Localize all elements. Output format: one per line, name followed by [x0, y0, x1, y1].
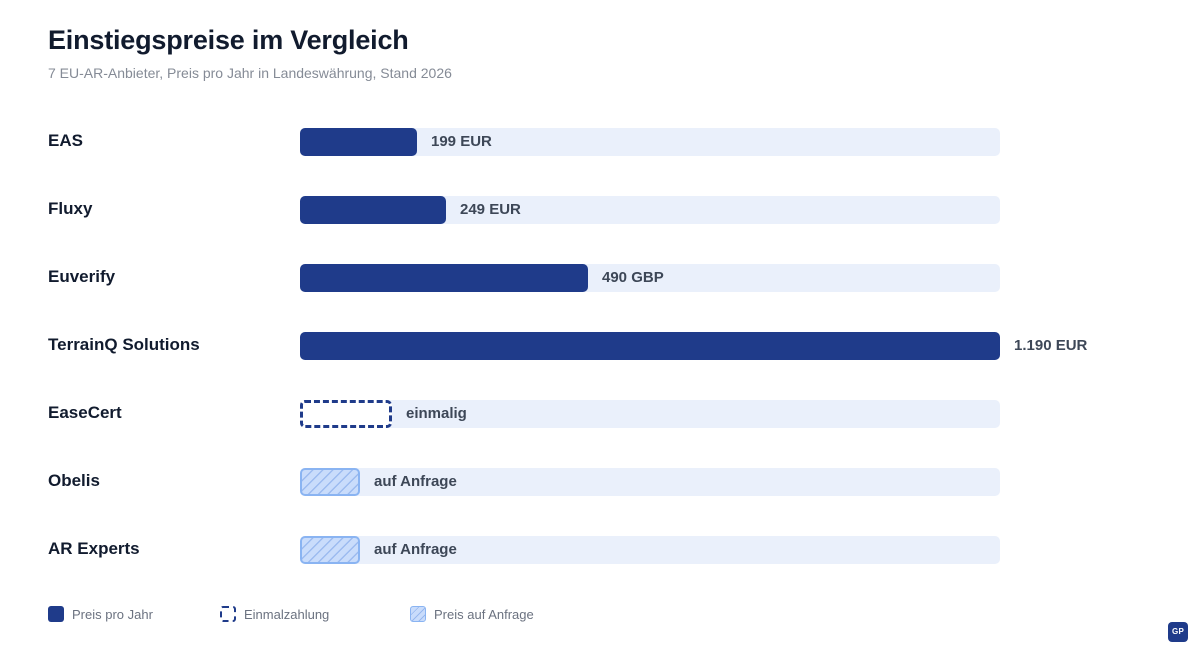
- bar-track: [300, 468, 1000, 496]
- value-label: 490 GBP: [602, 269, 664, 286]
- gp-badge: GP: [1168, 622, 1188, 642]
- bar-row: EaseCert einmalig: [0, 400, 1200, 428]
- bar-row: AR Experts auf Anfrage: [0, 536, 1200, 564]
- chart-title: Einstiegspreise im Vergleich: [48, 25, 409, 55]
- category-label: Obelis: [48, 471, 100, 490]
- category-label: EAS: [48, 131, 83, 150]
- legend-label: Preis auf Anfrage: [434, 607, 534, 622]
- bar-row: TerrainQ Solutions 1.190 EUR: [0, 332, 1200, 360]
- category-label: TerrainQ Solutions: [48, 335, 200, 354]
- price-on-request-bar: [300, 468, 360, 496]
- legend-swatch: [220, 606, 236, 622]
- annual-price-bar: [300, 264, 588, 292]
- bar-track: [300, 536, 1000, 564]
- value-label: 1.190 EUR: [1014, 337, 1088, 354]
- one-time-payment-bar: [300, 400, 392, 428]
- annual-price-bar: [300, 332, 1000, 360]
- legend-label: Preis pro Jahr: [72, 607, 153, 622]
- category-label: EaseCert: [48, 403, 122, 422]
- chart-subtitle: 7 EU-AR-Anbieter, Preis pro Jahr in Land…: [48, 65, 452, 81]
- category-label: Fluxy: [48, 199, 93, 218]
- annual-price-bar: [300, 128, 417, 156]
- bar-row: Euverify 490 GBP: [0, 264, 1200, 292]
- category-label: AR Experts: [48, 539, 140, 558]
- bar-track: [300, 400, 1000, 428]
- category-label: Euverify: [48, 267, 116, 286]
- value-label: auf Anfrage: [374, 473, 457, 490]
- bar-row: Obelis auf Anfrage: [0, 468, 1200, 496]
- bar-row: EAS 199 EUR: [0, 128, 1200, 156]
- value-label: auf Anfrage: [374, 541, 457, 558]
- value-label: 249 EUR: [460, 201, 521, 218]
- legend-swatch: [48, 606, 64, 622]
- value-label: einmalig: [406, 405, 467, 422]
- annual-price-bar: [300, 196, 446, 224]
- legend-swatch: [410, 606, 426, 622]
- legend-label: Einmalzahlung: [244, 607, 330, 622]
- price-on-request-bar: [300, 536, 360, 564]
- legend: Preis pro Jahr Einmalzahlung Preis auf Anf…: [48, 606, 748, 624]
- bar-row: Fluxy 249 EUR: [0, 196, 1200, 224]
- value-label: 199 EUR: [431, 133, 492, 150]
